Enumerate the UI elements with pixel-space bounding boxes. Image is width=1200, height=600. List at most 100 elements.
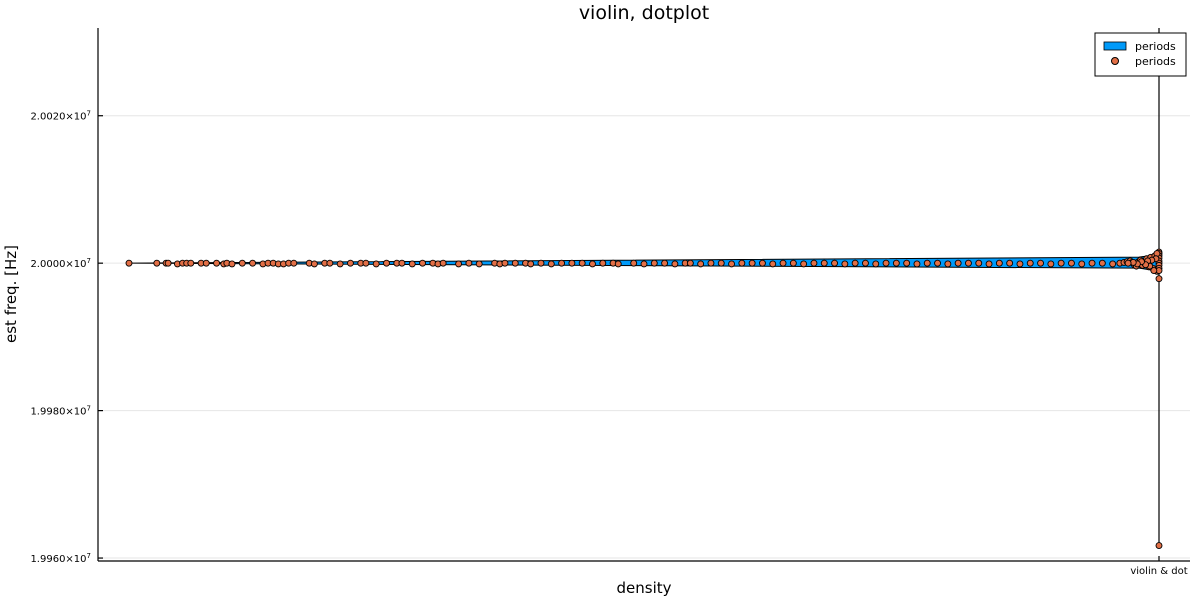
y-tick-label-base: 2.0000×10 bbox=[30, 259, 86, 270]
dot-point bbox=[985, 260, 993, 268]
dot-point bbox=[336, 260, 344, 268]
legend-label: periods bbox=[1135, 55, 1176, 68]
dot-point bbox=[398, 259, 406, 267]
dot-point bbox=[1124, 259, 1132, 267]
dot-point bbox=[547, 260, 555, 268]
dot-point bbox=[1026, 259, 1034, 267]
dot-point bbox=[748, 259, 756, 267]
dot-point bbox=[1098, 259, 1106, 267]
dot-point bbox=[1067, 259, 1075, 267]
dot-point bbox=[789, 259, 797, 267]
violin-series bbox=[128, 28, 1160, 546]
dot-point bbox=[310, 260, 318, 268]
dot-point bbox=[589, 260, 596, 268]
dot-point bbox=[1109, 260, 1117, 268]
dot-point bbox=[501, 259, 509, 267]
dot-point bbox=[213, 259, 221, 267]
y-tick-label-base: 1.9960×10 bbox=[30, 554, 86, 565]
dot-point bbox=[831, 259, 838, 267]
y-tick-label-base: 2.0020×10 bbox=[30, 112, 86, 123]
dot-point bbox=[882, 259, 890, 267]
y-tick-label-exponent: 7 bbox=[87, 110, 91, 118]
y-tick-label: 1.9980×107 bbox=[30, 405, 91, 418]
dot-point bbox=[738, 259, 746, 267]
dot-point bbox=[465, 259, 473, 267]
y-tick-label-exponent: 7 bbox=[87, 552, 91, 560]
y-tick-label-exponent: 7 bbox=[87, 257, 91, 265]
y-axis-label: est freq. [Hz] bbox=[2, 245, 20, 343]
dot-point bbox=[1155, 275, 1163, 283]
dot-point bbox=[779, 259, 787, 267]
dot-point bbox=[568, 259, 576, 267]
y-tick-label-base: 1.9980×10 bbox=[30, 407, 86, 418]
dot-point bbox=[238, 259, 246, 267]
dot-point bbox=[892, 259, 900, 267]
dot-point bbox=[164, 259, 172, 267]
dot-point bbox=[769, 260, 777, 268]
dot-point bbox=[1150, 267, 1158, 274]
dot-point bbox=[511, 259, 519, 267]
legend-label: periods bbox=[1135, 40, 1176, 53]
dot-point bbox=[707, 259, 715, 267]
x-axis-label: density bbox=[617, 579, 672, 597]
dot-point bbox=[326, 259, 334, 267]
dot-point bbox=[954, 259, 962, 267]
dot-point bbox=[650, 259, 658, 267]
grid-lines bbox=[98, 115, 1190, 559]
dot-point bbox=[1078, 260, 1086, 268]
legend: periods periods bbox=[1094, 32, 1187, 77]
dot-point bbox=[1088, 259, 1096, 267]
dot-point bbox=[153, 259, 161, 267]
y-tick-label: 1.9960×107 bbox=[30, 552, 91, 565]
dot-point bbox=[944, 260, 952, 268]
dot-point bbox=[810, 259, 818, 267]
dot-point bbox=[228, 260, 236, 268]
axes bbox=[97, 28, 1190, 562]
dot-point bbox=[913, 260, 921, 268]
dot-point bbox=[599, 259, 607, 267]
dot-point bbox=[923, 259, 931, 267]
dot-point bbox=[347, 259, 354, 267]
dot-point bbox=[671, 260, 679, 268]
dot-point bbox=[202, 259, 210, 267]
dot-point bbox=[475, 260, 483, 268]
legend-box bbox=[1094, 32, 1187, 77]
dot-point bbox=[362, 259, 370, 267]
legend-dot-swatch bbox=[1111, 57, 1119, 65]
y-tick-label: 2.0000×107 bbox=[30, 257, 91, 270]
dot-point bbox=[841, 260, 849, 268]
dot-point bbox=[697, 260, 705, 268]
dot-point bbox=[578, 259, 586, 267]
dot-point bbox=[558, 259, 566, 267]
dot-point bbox=[408, 260, 416, 268]
x-tick-labels: violin & dot bbox=[1130, 566, 1187, 577]
dot-point bbox=[717, 259, 725, 267]
legend-violin-swatch bbox=[1103, 41, 1127, 51]
dot-point bbox=[630, 259, 638, 267]
dot-point bbox=[872, 260, 880, 268]
dot-point bbox=[1155, 542, 1163, 549]
dot-point bbox=[383, 259, 390, 267]
dot-point bbox=[862, 259, 869, 267]
dot-point bbox=[290, 259, 298, 267]
dot-point bbox=[455, 260, 463, 268]
dot-point bbox=[759, 259, 766, 267]
dot-point bbox=[934, 259, 941, 267]
dot-point bbox=[1047, 260, 1055, 268]
dot-point bbox=[1057, 259, 1065, 267]
dot-point bbox=[995, 259, 1003, 267]
y-tick-label: 2.0020×107 bbox=[30, 110, 91, 123]
dot-point bbox=[249, 259, 257, 267]
dot-point bbox=[614, 260, 622, 268]
dot-point bbox=[527, 260, 535, 268]
x-tick-label: violin & dot bbox=[1130, 566, 1187, 577]
dot-point bbox=[851, 259, 859, 267]
dot-point bbox=[686, 259, 694, 267]
dot-point bbox=[372, 260, 380, 268]
dot-point bbox=[800, 260, 808, 268]
dot-point bbox=[903, 259, 911, 267]
dot-point bbox=[640, 260, 648, 268]
y-tick-label-exponent: 7 bbox=[87, 405, 91, 413]
dot-point bbox=[975, 259, 983, 267]
